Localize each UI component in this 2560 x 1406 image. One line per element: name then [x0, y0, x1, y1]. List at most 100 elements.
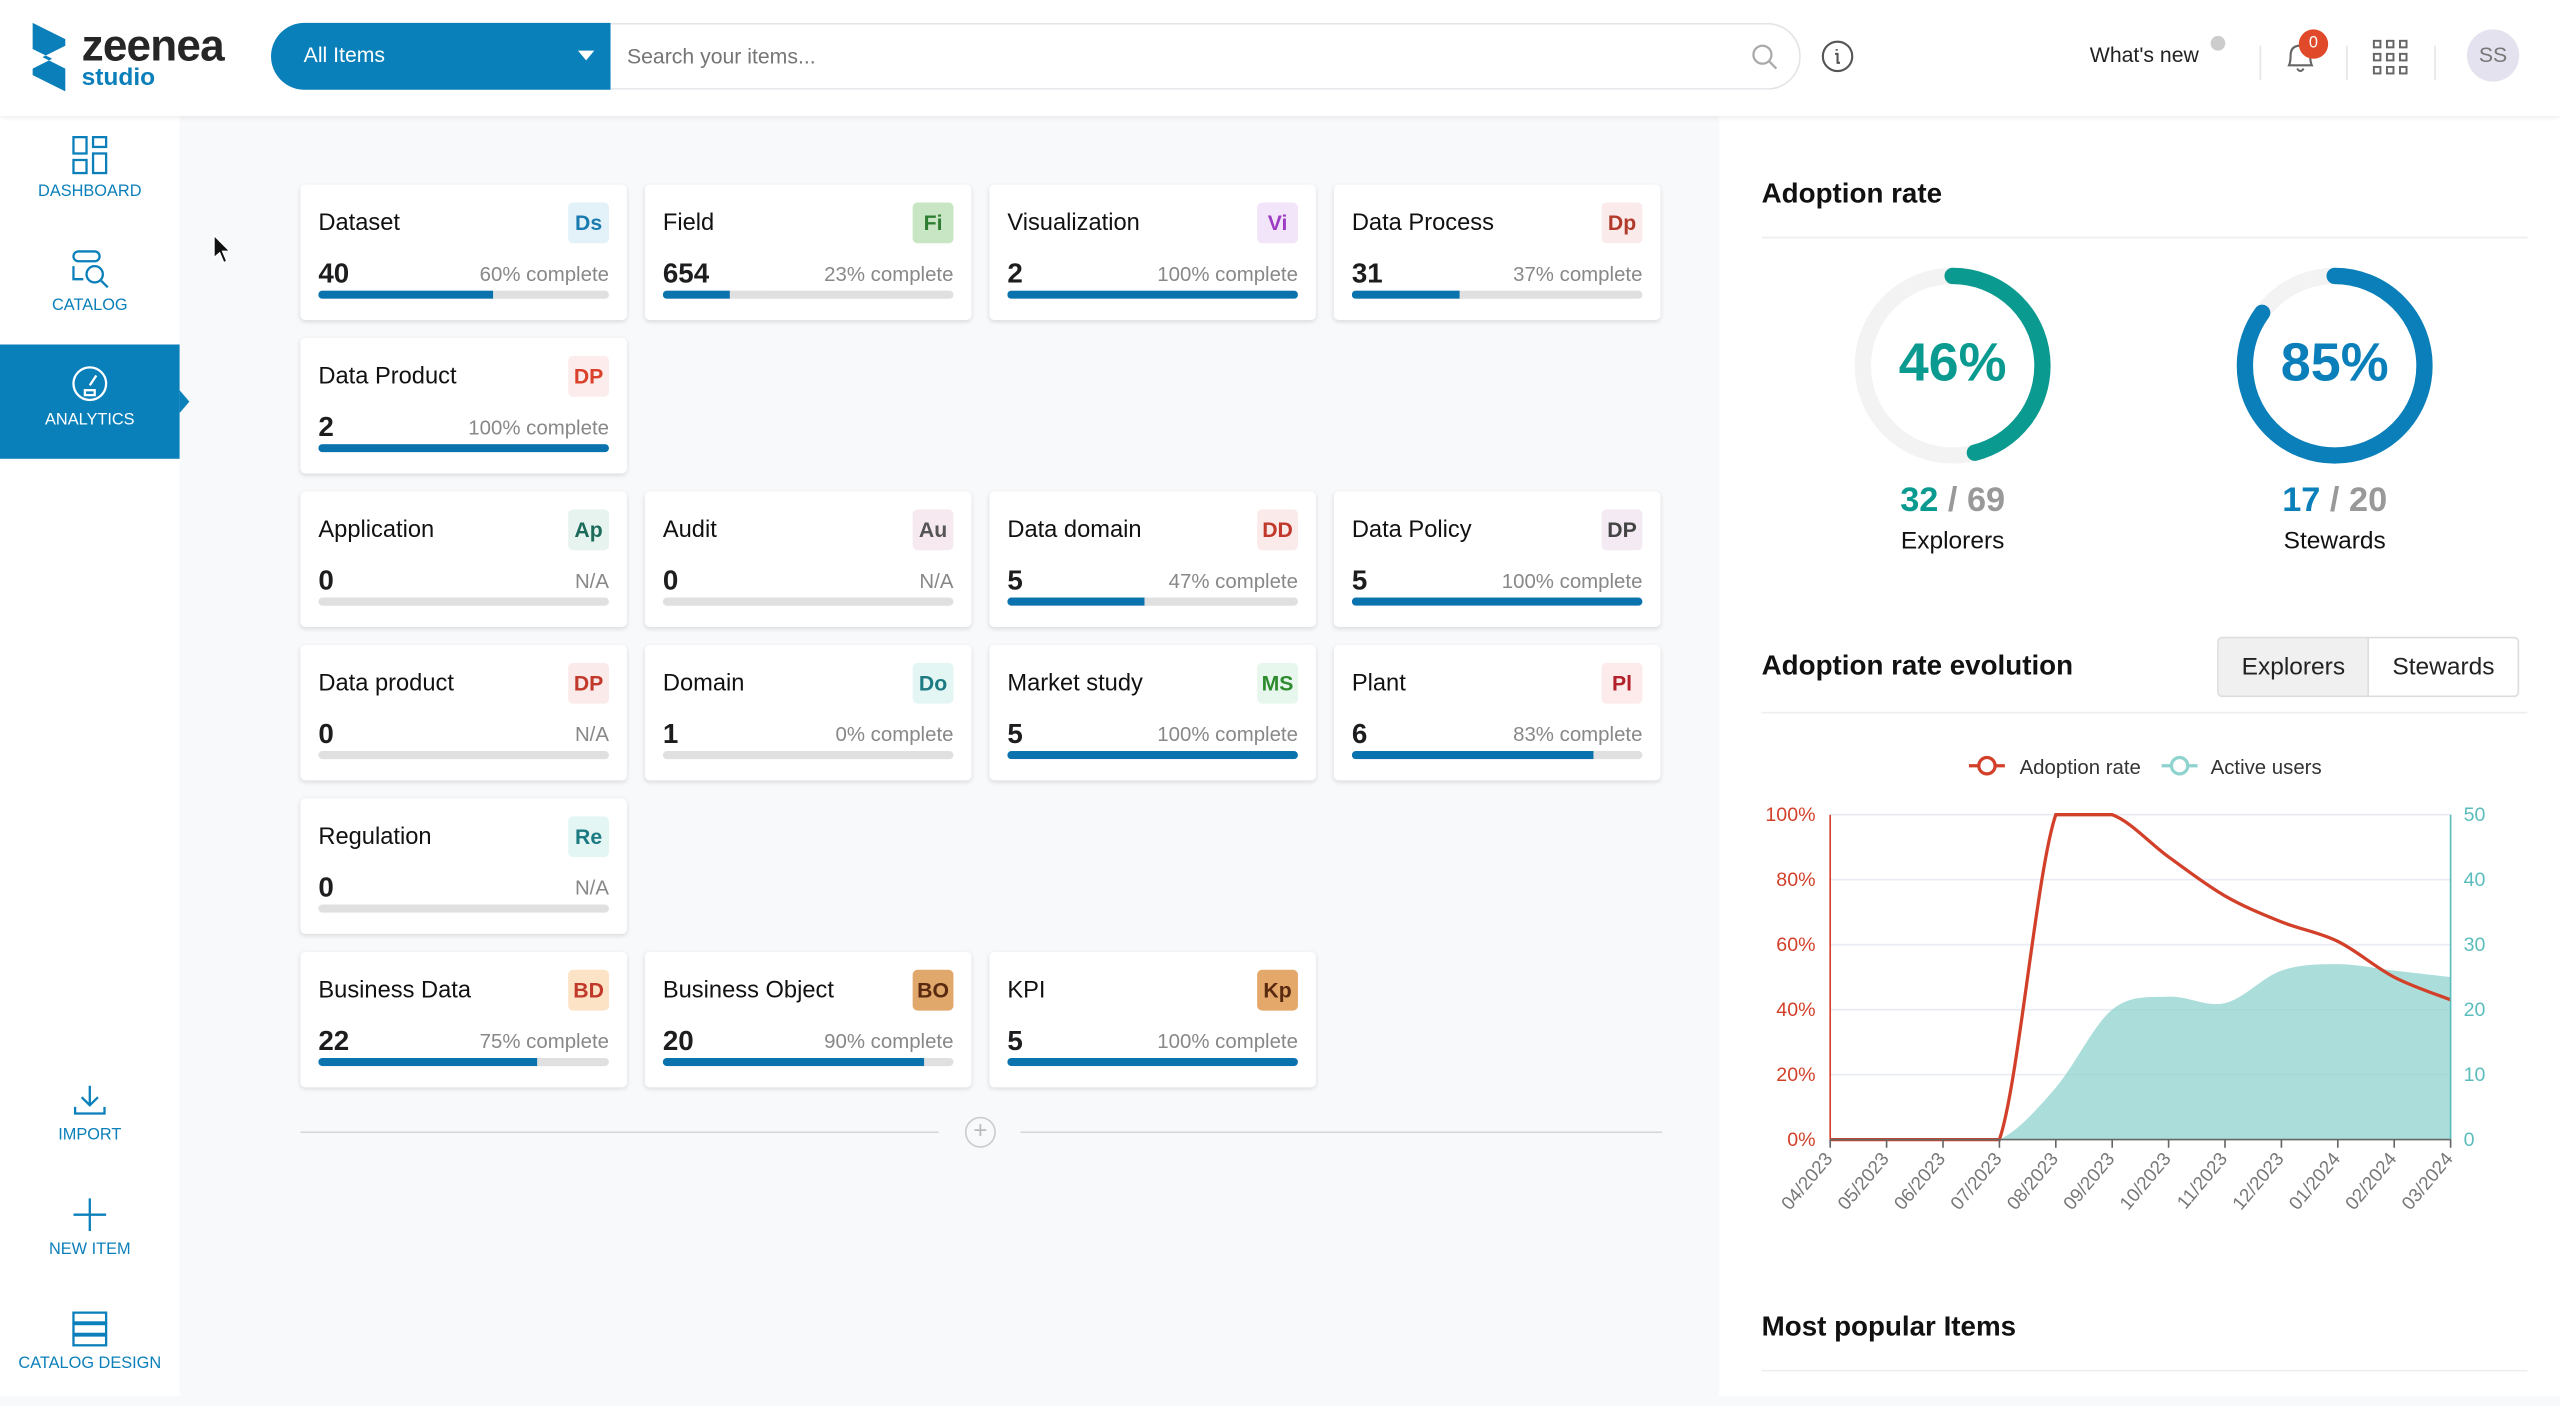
- user-avatar[interactable]: SS: [2466, 29, 2520, 82]
- search-icon[interactable]: [1750, 42, 1779, 71]
- sidebar-item-import[interactable]: IMPORT: [0, 1063, 180, 1177]
- zeenea-logo[interactable]: zeenea studio: [29, 22, 225, 92]
- sidebar-item-label: CATALOG: [51, 297, 128, 316]
- item-type-card[interactable]: Audit Au 0 N/A: [644, 491, 972, 627]
- item-type-card[interactable]: Business Data BD 22 75% complete: [300, 951, 627, 1088]
- sidebar-item-label: IMPORT: [58, 1126, 122, 1145]
- item-type-badge: Au: [912, 509, 954, 551]
- info-icon[interactable]: [1820, 39, 1854, 73]
- completion-text: 37% complete: [1513, 262, 1643, 286]
- stewards-total: 20: [2349, 481, 2388, 520]
- card-title: KPI: [1007, 977, 1046, 1005]
- item-count: 5: [1007, 564, 1023, 596]
- item-count: 5: [1007, 718, 1023, 750]
- completion-text: N/A: [574, 569, 609, 593]
- completion-text: 83% complete: [1513, 723, 1643, 747]
- item-type-badge: DP: [1601, 509, 1643, 551]
- completion-bar: [662, 751, 954, 760]
- card-title: Visualization: [1007, 210, 1140, 237]
- sidebar-item-label: ANALYTICS: [45, 411, 135, 430]
- completion-bar: [318, 904, 609, 913]
- sidebar-item-dashboard[interactable]: DASHBOARD: [0, 116, 180, 230]
- completion-bar: [1007, 751, 1298, 760]
- card-title: Domain: [662, 671, 745, 698]
- x-tick-label: 03/2024: [2397, 1148, 2457, 1213]
- item-type-badge: Fi: [912, 202, 954, 244]
- y-left-tick-label: 20%: [1776, 1064, 1815, 1086]
- x-tick-label: 09/2023: [2059, 1148, 2119, 1213]
- completion-text: 75% complete: [479, 1030, 609, 1054]
- completion-text: 100% complete: [1157, 262, 1298, 286]
- completion-text: N/A: [574, 723, 609, 747]
- item-type-badge: Do: [912, 662, 954, 704]
- divider: [1761, 236, 2528, 239]
- x-tick-label: 02/2024: [2341, 1148, 2401, 1213]
- completion-bar-fill: [1351, 290, 1460, 299]
- tab-explorers[interactable]: Explorers: [2218, 638, 2370, 696]
- item-type-card[interactable]: KPI Kp 5 100% complete: [989, 951, 1316, 1088]
- notification-count: 0: [2298, 29, 2329, 59]
- item-type-card[interactable]: Field Fi 654 23% complete: [644, 184, 972, 320]
- search-input[interactable]: [626, 44, 1689, 69]
- apps-grid-icon[interactable]: [2372, 39, 2408, 75]
- card-title: Data Process: [1351, 210, 1494, 237]
- completion-bar-fill: [318, 444, 609, 453]
- whats-new-link[interactable]: What's new: [2089, 42, 2199, 67]
- item-type-badge: Dp: [1601, 202, 1643, 244]
- item-type-card[interactable]: Application Ap 0 N/A: [300, 491, 627, 627]
- legend-adoption-rate-label: Adoption rate: [2020, 757, 2141, 779]
- y-right-tick-label: 40: [2464, 869, 2486, 891]
- item-count: 22: [318, 1025, 350, 1057]
- item-count: 654: [662, 257, 710, 289]
- card-title: Field: [662, 210, 715, 237]
- mouse-cursor: [213, 233, 233, 264]
- item-count: 5: [1351, 564, 1368, 596]
- search-box[interactable]: [610, 22, 1801, 90]
- sidebar-item-catalog-design[interactable]: CATALOG DESIGN: [0, 1291, 180, 1405]
- item-type-card[interactable]: Business Object BO 20 90% complete: [644, 951, 972, 1088]
- item-type-card[interactable]: Data product DP 0 N/A: [300, 644, 627, 781]
- explorers-gauge: [1854, 267, 2051, 464]
- completion-bar-fill: [318, 290, 493, 299]
- legend-active-users-marker: [2169, 755, 2190, 776]
- adoption-rate-title: Adoption rate: [1761, 177, 1943, 209]
- stewards-gauge: [2236, 267, 2433, 464]
- item-count: 0: [318, 871, 334, 903]
- item-type-card[interactable]: Data Process Dp 31 37% complete: [1333, 184, 1661, 320]
- item-type-card[interactable]: Plant Pl 6 83% complete: [1333, 644, 1661, 781]
- sidebar-item-analytics[interactable]: ANALYTICS: [0, 344, 190, 459]
- add-section-button[interactable]: +: [964, 1116, 996, 1148]
- item-type-card[interactable]: Data Policy DP 5 100% complete: [1333, 491, 1661, 627]
- explorers-donut: 46% 32 / 69 Explorers: [1838, 266, 2067, 555]
- item-type-card[interactable]: Domain Do 1 0% complete: [644, 644, 972, 781]
- item-type-card[interactable]: Dataset Ds 40 60% complete: [300, 184, 627, 320]
- completion-bar-fill: [1351, 597, 1643, 606]
- item-type-select[interactable]: All Items: [271, 22, 611, 90]
- card-title: Business Data: [318, 977, 472, 1005]
- plus-icon: [73, 1198, 107, 1232]
- completion-bar: [318, 751, 609, 760]
- zeenea-logo-icon: [32, 22, 66, 92]
- tab-stewards[interactable]: Stewards: [2392, 653, 2495, 681]
- item-type-card[interactable]: Regulation Re 0 N/A: [300, 798, 627, 934]
- divider: [2434, 45, 2436, 80]
- x-tick-label: 08/2023: [2002, 1148, 2062, 1213]
- item-type-card[interactable]: Data Product DP 2 100% complete: [300, 337, 627, 474]
- explorers-percent: 46%: [1898, 331, 2007, 392]
- adoption-evolution-title: Adoption rate evolution: [1761, 649, 2074, 681]
- x-tick-label: 05/2023: [1833, 1148, 1893, 1213]
- item-type-card[interactable]: Market study MS 5 100% complete: [989, 644, 1316, 781]
- catalog-design-icon: [72, 1311, 108, 1347]
- item-type-card[interactable]: Data domain DD 5 47% complete: [989, 491, 1316, 627]
- sidebar-item-new-item[interactable]: NEW ITEM: [0, 1177, 180, 1291]
- stewards-percent: 85%: [2280, 331, 2389, 392]
- completion-bar-fill: [662, 290, 730, 299]
- add-section-divider: +: [300, 1116, 1663, 1148]
- item-type-card[interactable]: Visualization Vi 2 100% complete: [989, 184, 1316, 320]
- completion-bar: [318, 444, 609, 453]
- card-title: Market study: [1007, 671, 1143, 698]
- sidebar-item-catalog[interactable]: CATALOG: [0, 230, 180, 344]
- divider-line: [1020, 1131, 1663, 1134]
- y-right-tick-label: 50: [2464, 804, 2486, 826]
